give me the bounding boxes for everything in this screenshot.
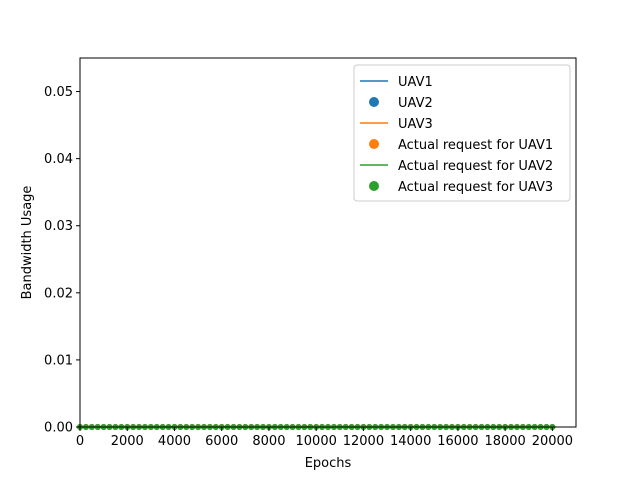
- x-tick-label: 8000: [252, 434, 285, 449]
- x-tick-label: 10000: [296, 434, 337, 449]
- x-tick-label: 14000: [390, 434, 431, 449]
- legend-marker-swatch: [369, 97, 379, 107]
- y-axis-label: Bandwidth Usage: [20, 186, 35, 300]
- x-tick-label: 18000: [484, 434, 525, 449]
- legend-label: UAV3: [398, 117, 433, 132]
- legend: UAV1 UAV2 UAV3 Actual request for UAV1 Actua…: [353, 64, 571, 202]
- legend-label: Actual request for UAV3: [398, 180, 553, 195]
- y-tick-label: 0.02: [44, 286, 73, 301]
- legend-marker-swatch: [369, 181, 379, 191]
- legend-label: Actual request for UAV1: [398, 138, 553, 153]
- y-tick-label: 0.04: [44, 152, 73, 167]
- x-axis-ticks: 0 2000 4000 6000 8000 10000 12000 14000 16000 180…: [76, 427, 573, 449]
- plot-frame: [79, 57, 577, 428]
- y-tick-label: 0.01: [44, 353, 73, 368]
- y-tick-label: 0.05: [44, 85, 73, 100]
- x-tick-label: 0: [76, 434, 84, 449]
- x-tick-label: 4000: [158, 434, 191, 449]
- legend-label: UAV2: [398, 96, 433, 111]
- x-tick-label: 20000: [532, 434, 573, 449]
- x-tick-label: 2000: [111, 434, 144, 449]
- x-axis-label: Epochs: [305, 456, 352, 471]
- x-tick-label: 12000: [343, 434, 384, 449]
- x-tick-label: 6000: [205, 434, 238, 449]
- x-tick-label: 16000: [437, 434, 478, 449]
- legend-label: UAV1: [398, 75, 433, 90]
- y-axis-ticks: 0.00 0.01 0.02 0.03 0.04 0.05: [44, 85, 80, 436]
- legend-marker-swatch: [369, 139, 379, 149]
- legend-label: Actual request for UAV2: [398, 159, 553, 174]
- legend-box: [353, 64, 571, 202]
- y-tick-label: 0.03: [44, 219, 73, 234]
- y-tick-label: 0.00: [44, 421, 73, 436]
